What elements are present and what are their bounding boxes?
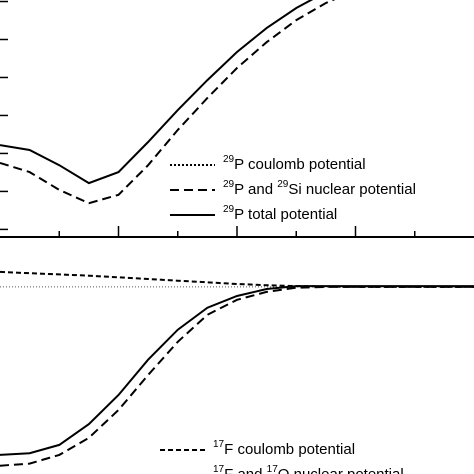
legend-label: 29P total potential xyxy=(223,204,337,223)
legend-text: 29 xyxy=(277,179,289,190)
legend-label: 29P and 29Si nuclear potential xyxy=(223,179,416,198)
legend-text: P and xyxy=(234,181,277,198)
legend-text: O nuclear potential xyxy=(278,466,404,474)
legend-text: P total potential xyxy=(234,206,337,223)
legend-text: F coulomb potential xyxy=(224,441,355,458)
legend-text: 29 xyxy=(223,204,235,215)
legend-text: 17 xyxy=(213,464,225,474)
legend-text: 29 xyxy=(223,179,235,190)
legend-text: P coulomb potential xyxy=(234,156,365,173)
series-line xyxy=(0,285,474,467)
legend-label: 17F and 17O nuclear potential xyxy=(213,464,404,474)
series-line xyxy=(0,270,474,288)
legend-text: F and xyxy=(224,466,267,474)
series-line xyxy=(0,285,474,456)
legend-text: 29 xyxy=(223,154,235,165)
legend-text: Si nuclear potential xyxy=(288,181,416,198)
series-line xyxy=(0,0,336,205)
legend-text: 17 xyxy=(267,464,279,474)
panel xyxy=(0,0,416,237)
legend-label: 29P coulomb potential xyxy=(223,154,366,173)
legend-text: 17 xyxy=(213,439,225,450)
legend-label: 17F coulomb potential xyxy=(213,439,355,458)
panel xyxy=(0,270,474,467)
series-line xyxy=(0,0,314,185)
